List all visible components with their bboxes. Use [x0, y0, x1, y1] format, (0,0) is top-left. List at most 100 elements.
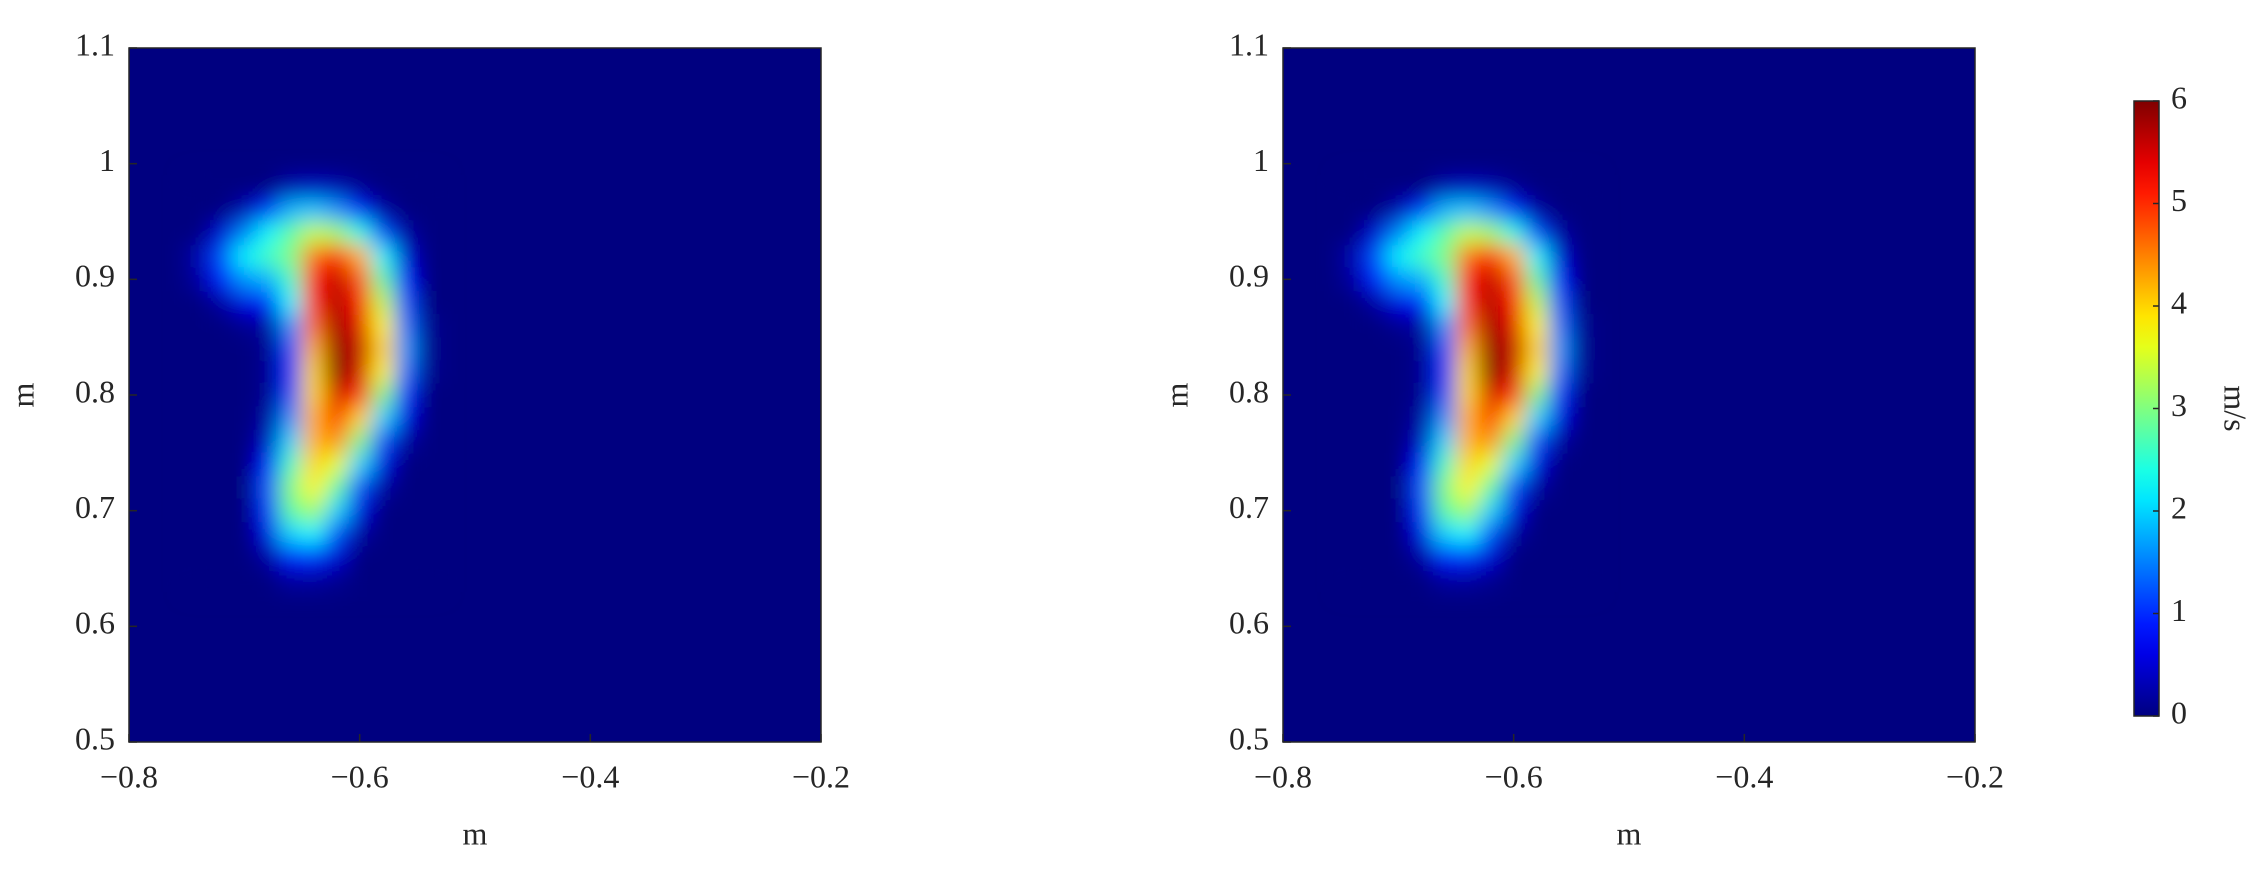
heatmap-cell	[1479, 290, 1503, 315]
heatmap-cell	[232, 360, 257, 384]
heatmap-cell	[1409, 360, 1434, 384]
heatmap-cell	[255, 314, 280, 338]
heatmap-cell	[1502, 290, 1526, 315]
heatmap-cell	[325, 383, 349, 408]
heatmap-cell	[1525, 429, 1549, 454]
heatmap-cell	[1456, 337, 1480, 361]
heatmap-cell	[1479, 221, 1503, 246]
heatmap-cell	[1525, 545, 1549, 569]
heatmap-cell	[255, 568, 280, 593]
heatmap-cell	[1363, 198, 1388, 222]
heatmap-cell	[417, 290, 441, 315]
heatmap-cell	[417, 429, 441, 454]
heatmap-cell	[325, 337, 349, 361]
y-tick-label: 1	[1253, 142, 1269, 178]
heatmap-cell	[209, 290, 234, 315]
heatmap-cell	[1502, 221, 1526, 246]
heatmap-cell	[1340, 337, 1365, 361]
heatmap-cell	[1432, 545, 1457, 569]
heatmap-cell	[1409, 475, 1434, 500]
heatmap-cell	[1386, 314, 1411, 338]
heatmap-cell	[1340, 522, 1365, 546]
heatmap-cell	[278, 429, 303, 454]
heatmap-cell	[1548, 175, 1572, 199]
heatmap-cell	[1340, 568, 1365, 593]
heatmap-cell	[209, 360, 234, 384]
heatmap-cell	[278, 360, 303, 384]
heatmap-cell	[1548, 360, 1572, 384]
heatmap-cell	[278, 545, 303, 569]
heatmap-cell	[394, 475, 418, 500]
heatmap-cell	[1502, 175, 1526, 199]
heatmap-cell	[209, 406, 234, 431]
heatmap-cell	[209, 452, 234, 477]
y-tick-label: 1.1	[75, 26, 115, 62]
heatmap-cell	[1432, 452, 1457, 477]
heatmap-cell	[209, 499, 234, 523]
x-axis-label: m	[463, 815, 488, 851]
x-tick-label: −0.8	[1254, 758, 1312, 794]
heatmap-cell	[278, 499, 303, 523]
heatmap-cell	[1340, 429, 1365, 454]
heatmap-cell	[1502, 429, 1526, 454]
heatmap-cell	[1409, 221, 1434, 246]
heatmap-cell	[255, 221, 280, 246]
heatmap-cell	[394, 522, 418, 546]
heatmap-cell	[1456, 244, 1480, 269]
y-axis-label: m	[4, 382, 40, 407]
heatmap-cell	[1363, 406, 1388, 431]
x-tick-label: −0.6	[1485, 758, 1543, 794]
heatmap-cell	[417, 314, 441, 338]
heatmap-cell	[1432, 429, 1457, 454]
heatmap-cell	[1409, 522, 1434, 546]
heatmap-cell	[232, 244, 257, 269]
heatmap-cell	[417, 267, 441, 292]
heatmap-cell	[302, 406, 326, 431]
heatmap-cell	[348, 290, 372, 315]
heatmap-cell	[1432, 406, 1457, 431]
heatmap-cell	[1409, 383, 1434, 408]
heatmap-cell	[394, 452, 418, 477]
heatmap-cell	[302, 314, 326, 338]
x-tick-label: −0.4	[1715, 758, 1773, 794]
y-tick-label: 0.8	[75, 373, 115, 409]
heatmap-cell	[232, 429, 257, 454]
heatmap-cell	[1409, 452, 1434, 477]
heatmap-cell	[232, 267, 257, 292]
heatmap-cell	[232, 475, 257, 500]
heatmap-cell	[1386, 337, 1411, 361]
heatmap-cell	[1456, 175, 1480, 199]
heatmap-cell	[1340, 545, 1365, 569]
heatmap-cell	[1409, 499, 1434, 523]
heatmap-cell	[371, 429, 395, 454]
colorbar-tick-label: 0	[2171, 694, 2187, 730]
heatmap-cell	[1525, 221, 1549, 246]
heatmap-cell	[278, 522, 303, 546]
heatmap-cell	[232, 545, 257, 569]
heatmap-cell	[1502, 383, 1526, 408]
colorbar-tick-label: 6	[2171, 79, 2187, 115]
heatmap-cell	[1340, 290, 1365, 315]
heatmap-cell	[348, 360, 372, 384]
heatmap-cell	[325, 568, 349, 593]
heatmap-cell	[1340, 314, 1365, 338]
heatmap-cell	[1479, 244, 1503, 269]
colorbar-tick-label: 5	[2171, 182, 2187, 218]
y-tick-label: 0.5	[75, 720, 115, 756]
heatmap-cell	[1363, 267, 1388, 292]
heatmap-cell	[278, 452, 303, 477]
heatmap-cell	[209, 475, 234, 500]
heatmap-cell	[1432, 175, 1457, 199]
heatmap-cell	[1525, 244, 1549, 269]
heatmap-cell	[1386, 267, 1411, 292]
heatmap-cell	[1432, 221, 1457, 246]
heatmap-cell	[302, 383, 326, 408]
x-axis-label: m	[1617, 815, 1642, 851]
heatmap-cell	[325, 175, 349, 199]
heatmap-cell	[1432, 198, 1457, 222]
heatmap-clip	[186, 175, 441, 593]
heatmap-cell	[1525, 290, 1549, 315]
x-tick-label: −0.2	[1946, 758, 2004, 794]
heatmap-cell	[371, 452, 395, 477]
x-tick-label: −0.4	[561, 758, 619, 794]
